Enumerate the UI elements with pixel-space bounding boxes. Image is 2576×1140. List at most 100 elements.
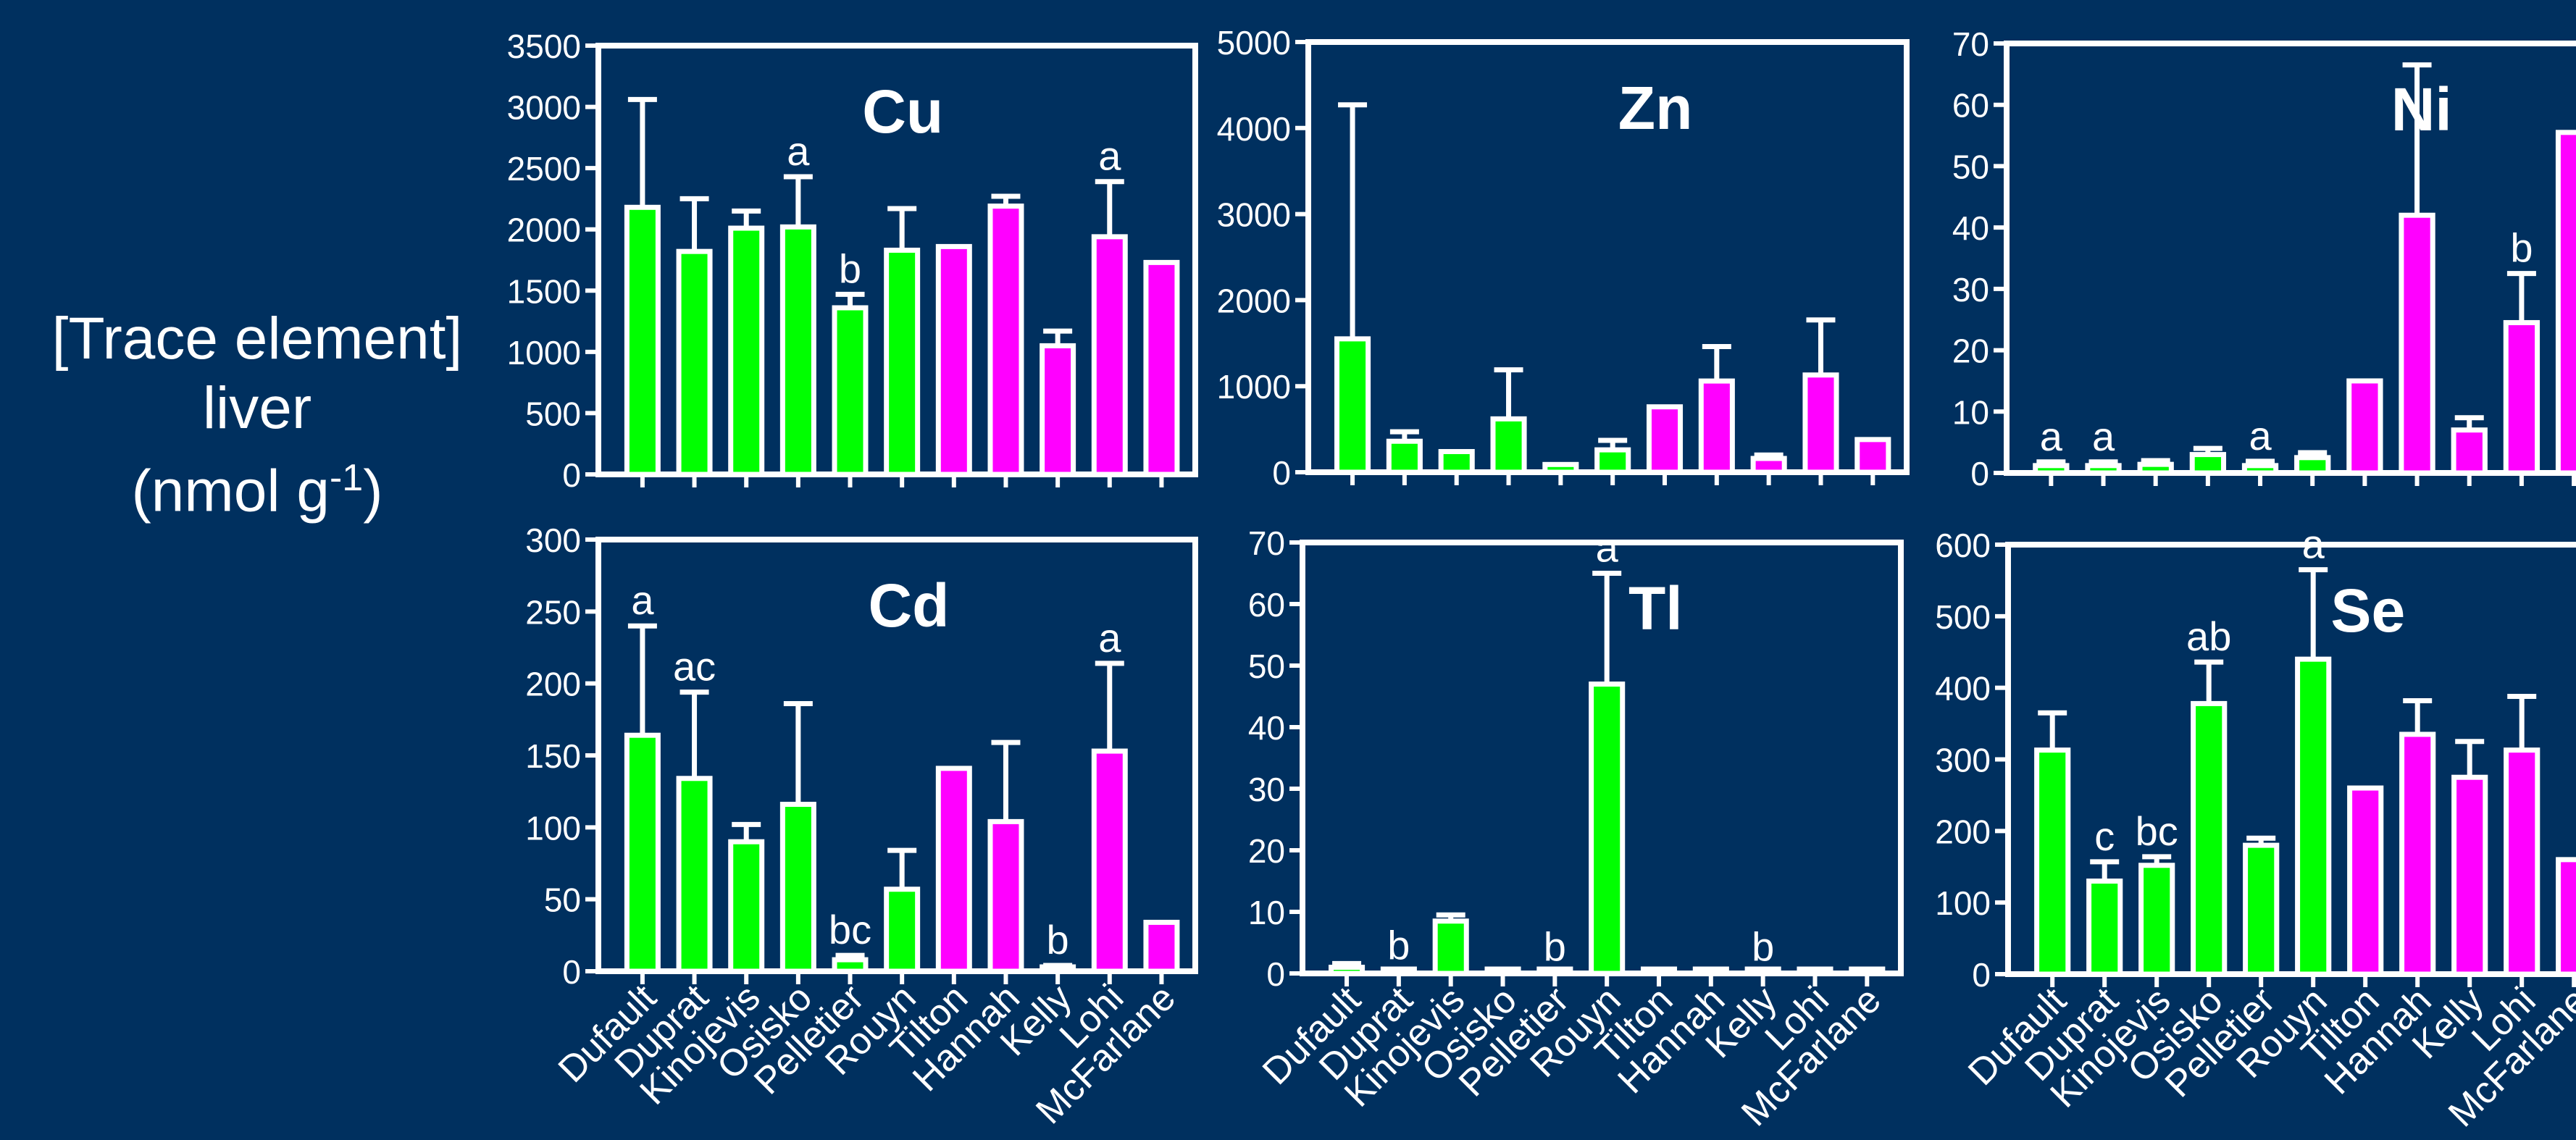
y-tick-label: 40 — [1248, 709, 1285, 747]
bar-tilton — [935, 243, 972, 477]
y-tick-label: 30 — [1952, 271, 1989, 309]
y-tick-label: 300 — [525, 521, 581, 559]
panel-tl: 010203040506070TlDufaultbDupratKinojevis… — [1248, 524, 1904, 1134]
bar-hannah — [1692, 966, 1729, 976]
significance-letter: a — [631, 577, 654, 623]
y-axis-label-line3: (nmol g-1) — [22, 443, 493, 526]
y-tick-label: 0 — [562, 953, 581, 991]
panel-title: Cd — [868, 571, 949, 640]
bar-duprat — [676, 776, 713, 974]
significance-letter: ac — [673, 644, 716, 690]
significance-letter: bc — [829, 907, 871, 952]
bar-kinojevis — [728, 839, 765, 974]
y-tick-label: 70 — [1248, 524, 1285, 562]
bar-kinojevis — [1432, 918, 1469, 976]
bar-osisko — [2191, 700, 2228, 977]
bar-kelly — [1040, 343, 1076, 477]
bar-tilton — [2346, 378, 2383, 476]
bar-rouyn — [884, 887, 921, 974]
y-tick-label: 1500 — [507, 272, 581, 310]
bar-dufault — [2034, 747, 2071, 977]
y-tick-label: 3500 — [507, 28, 581, 65]
panel-cu: 0 500 1000 1500 2000 2500 3000 3500 Cu a b a — [507, 28, 1198, 494]
bar-kinojevis — [728, 225, 765, 477]
bar-hannah — [987, 818, 1024, 974]
panel-title: Ni — [2391, 75, 2452, 143]
bar-rouyn — [2294, 455, 2331, 476]
y-axis-label-line2: liver — [202, 375, 312, 441]
y-tick-label: 60 — [1248, 586, 1285, 624]
bar-hannah — [2399, 732, 2436, 977]
bar-mcfarlane — [1143, 259, 1180, 477]
y-axis-label-unit: (nmol g — [131, 458, 330, 524]
bar-osisko — [1484, 966, 1521, 976]
bar-kelly — [1744, 966, 1781, 976]
significance-letter: a — [1098, 615, 1121, 661]
bar-duprat — [2086, 879, 2123, 977]
bar-pelletier — [1542, 461, 1579, 475]
bar-tilton — [1640, 966, 1678, 976]
y-tick-label: 2000 — [507, 211, 581, 249]
panel-zn: 0 1000 2000 3000 4000 5000 Zn — [1217, 24, 1910, 492]
bar-lohi — [1802, 372, 1839, 475]
y-axis-label-close: ) — [363, 458, 383, 524]
bar-tilton — [935, 766, 972, 974]
bar-dufault — [624, 204, 661, 477]
bar-mcfarlane — [1849, 966, 1886, 976]
y-tick-label: 500 — [525, 395, 581, 432]
bar-pelletier — [832, 305, 869, 477]
y-tick-label: 0 — [562, 456, 581, 494]
y-tick-label: 2500 — [507, 150, 581, 188]
y-tick-label: 60 — [1952, 87, 1989, 125]
significance-letter: b — [1752, 923, 1774, 969]
significance-letter: b — [1387, 923, 1410, 968]
panel-cd: 050100150200250300CdaDufaultacDupratKino… — [525, 521, 1198, 1132]
y-tick-label: 50 — [1248, 647, 1285, 685]
significance-letter: a — [787, 128, 810, 174]
significance-letter: bc — [2136, 808, 2178, 854]
bar-hannah — [2399, 212, 2435, 476]
y-tick-label: 600 — [1935, 527, 1991, 564]
y-tick-label: 3000 — [507, 89, 581, 127]
bar-kelly — [2451, 774, 2488, 977]
y-tick-label: 2000 — [1217, 282, 1291, 319]
significance-letter: a — [1596, 525, 1619, 571]
y-tick-label: 0 — [1266, 955, 1285, 993]
y-tick-label: 0 — [1972, 956, 1991, 994]
significance-letter: b — [1047, 917, 1069, 963]
y-tick-label: 20 — [1952, 332, 1989, 370]
bar-dufault — [624, 732, 661, 974]
bar-lohi — [1797, 966, 1833, 976]
bar-osisko — [779, 802, 816, 974]
y-tick-label: 0 — [1272, 454, 1291, 492]
significance-letter: ab — [2186, 613, 2231, 659]
bar-lohi — [1091, 748, 1128, 974]
bar-pelletier — [2241, 463, 2279, 476]
bar-osisko — [1490, 416, 1527, 475]
bar-lohi — [2503, 319, 2541, 476]
bar-hannah — [987, 204, 1024, 477]
significance-letter: b — [839, 246, 861, 291]
y-tick-label: 10 — [1952, 393, 1989, 431]
significance-letter: a — [2092, 414, 2115, 459]
significance-letter: a — [2302, 521, 2325, 567]
panel-title: Tl — [1628, 574, 1683, 642]
bar-duprat — [2085, 463, 2122, 476]
y-tick-label: 300 — [1935, 742, 1991, 779]
bar-rouyn — [2295, 656, 2332, 977]
y-tick-label: 10 — [1248, 894, 1285, 931]
y-tick-label: 200 — [525, 666, 581, 703]
significance-letter: a — [2040, 414, 2063, 459]
bar-tilton — [2347, 785, 2384, 977]
y-tick-label: 100 — [525, 809, 581, 847]
bar-lohi — [2504, 747, 2541, 977]
y-axis-label-exponent: -1 — [329, 457, 364, 499]
bar-mcfarlane — [1854, 437, 1891, 475]
y-tick-label: 0 — [1970, 455, 1989, 493]
panel-title: Zn — [1618, 74, 1693, 142]
y-tick-label: 1000 — [1217, 368, 1291, 406]
bar-osisko — [2189, 452, 2227, 476]
y-tick-label: 40 — [1952, 209, 1989, 247]
